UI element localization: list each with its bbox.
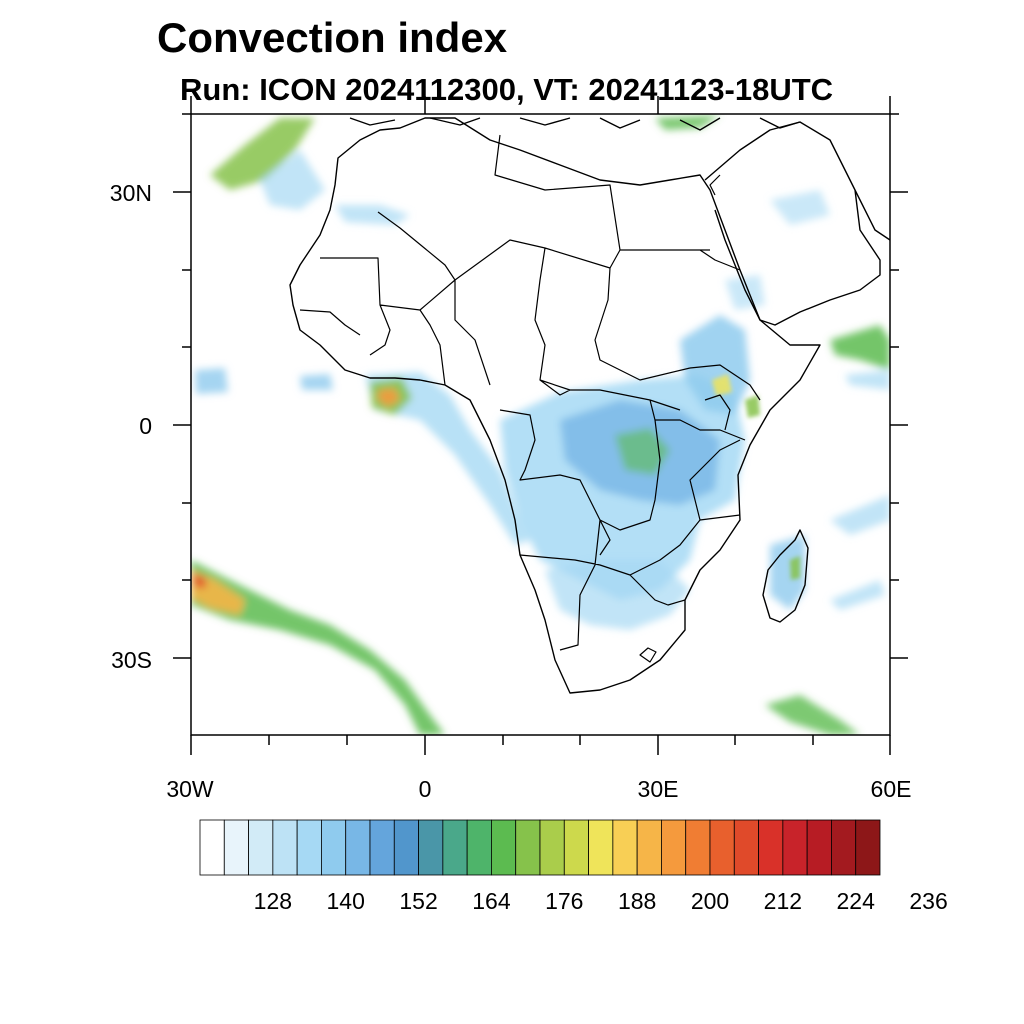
convection-region-se-streak (830, 580, 885, 610)
colorbar-swatch (491, 819, 517, 876)
colorbar-label: 212 (763, 888, 803, 914)
colorbar-label: 140 (326, 888, 365, 914)
colorbar-swatch (685, 819, 711, 876)
lat-label-30s: 30S (111, 647, 152, 673)
colorbar-swatch (831, 819, 857, 876)
colorbar-label: 224 (836, 888, 875, 914)
convection-region-west-ocean (195, 368, 228, 394)
convection-region-gulf-guinea (365, 372, 530, 545)
colorbar-swatch (466, 819, 492, 876)
colorbar-label: 176 (545, 888, 584, 914)
europe-coastline (349, 117, 801, 131)
convection-region-arabia (770, 190, 830, 225)
africa-coastline (289, 117, 821, 694)
convection-region-se-band (830, 495, 890, 535)
colorbar-swatch (709, 819, 735, 876)
lon-label-30w: 30W (166, 776, 214, 802)
arabia-coastline (704, 121, 890, 326)
convection-field (191, 115, 890, 735)
lat-label-30n: 30N (109, 180, 152, 206)
convection-region-kenya-cell (745, 395, 760, 418)
axis-ticks (173, 96, 908, 755)
country-borders (299, 134, 761, 663)
colorbar-swatch (272, 819, 298, 876)
lon-label-30e: 30E (637, 776, 679, 802)
colorbar-swatch (636, 819, 662, 876)
convection-region-southern-africa (545, 560, 690, 630)
colorbar-swatch (733, 819, 759, 876)
convection-region-lake-victoria-cell (712, 374, 732, 396)
convection-region-arabian-outer (845, 370, 890, 390)
convection-region-congo-green (615, 428, 670, 475)
colorbar-swatch (248, 819, 274, 876)
map-outlines (289, 117, 890, 694)
colorbar-swatch (223, 819, 249, 876)
convection-region-liberia-core (378, 388, 400, 407)
colorbar-swatch (345, 819, 371, 876)
colorbar-swatch (199, 819, 225, 876)
lon-label-0: 0 (418, 776, 432, 802)
convection-region-mediterranean (655, 115, 720, 130)
convection-region-sw-band (191, 560, 445, 735)
convection-region-senegal-ocean (300, 374, 333, 390)
colorbar-swatch (588, 819, 614, 876)
colorbar-swatch (296, 819, 322, 876)
colorbar-swatch (321, 819, 347, 876)
convection-region-red-sea (725, 275, 765, 310)
madagascar-coastline (762, 529, 809, 623)
colorbar-label: 188 (617, 888, 657, 914)
chart-subtitle: Run: ICON 2024112300, VT: 20241123-18UTC (180, 72, 834, 107)
colorbar-label: 128 (253, 888, 293, 914)
lon-label-60e: 60E (870, 776, 912, 802)
convection-region-maghreb (335, 205, 410, 225)
convection-region-madagascar (770, 535, 805, 610)
colorbar-swatch (855, 819, 881, 876)
convection-region-madagascar-cell (790, 556, 800, 580)
colorbar-swatch (563, 819, 589, 876)
colorbar-swatch (758, 819, 784, 876)
colorbar-label: 200 (690, 888, 730, 914)
convection-region-south-indian (765, 695, 860, 735)
lat-label-0: 0 (139, 413, 152, 439)
chart-title: Convection index (157, 14, 508, 61)
convection-region-nw-atlantic-outer (260, 150, 325, 210)
colorbar-swatch (661, 819, 687, 876)
convection-region-sw-hot (193, 574, 206, 588)
colorbar-swatch (442, 819, 468, 876)
colorbar-swatch (539, 819, 565, 876)
colorbar-swatch (515, 819, 541, 876)
colorbar-swatch (782, 819, 808, 876)
colorbar-swatch (612, 819, 638, 876)
convection-region-nw-atlantic (210, 118, 315, 190)
colorbar (199, 819, 881, 876)
colorbar-label: 164 (472, 888, 511, 914)
convection-region-arabian-sea (830, 325, 890, 370)
colorbar-swatch (393, 819, 419, 876)
colorbar-label: 236 (909, 888, 948, 914)
colorbar-swatch (418, 819, 444, 876)
colorbar-swatch (806, 819, 832, 876)
colorbar-swatch (369, 819, 395, 876)
colorbar-label: 152 (399, 888, 438, 914)
